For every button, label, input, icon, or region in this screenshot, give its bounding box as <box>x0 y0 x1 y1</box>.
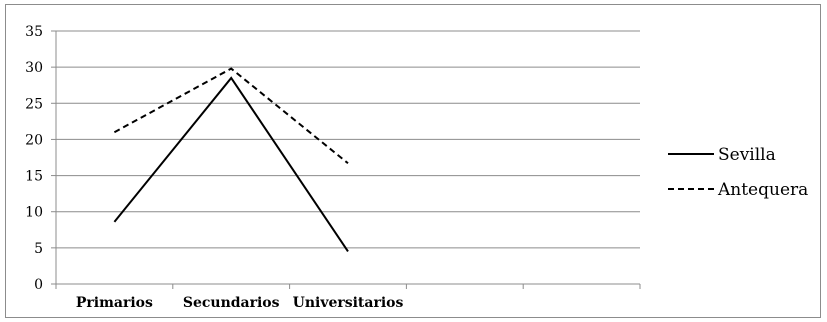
series-line-antequera <box>113 67 349 165</box>
data-series <box>113 67 349 253</box>
y-tick-label-25: 25 <box>25 96 43 112</box>
x-category-label: Primarios <box>76 295 153 311</box>
y-tick-label-35: 35 <box>25 24 43 40</box>
x-category-label: Universitarios <box>293 295 404 311</box>
chart-frame <box>5 4 821 318</box>
series-line-sevilla <box>113 76 349 253</box>
x-axis-categories: Primarios Secundarios Universitarios <box>55 284 641 311</box>
y-tick-label-15: 15 <box>25 169 43 185</box>
y-tick-label-20: 20 <box>25 132 43 148</box>
y-tick-label-5: 5 <box>34 241 43 257</box>
legend-label-antequera: Antequera <box>717 180 808 200</box>
y-tick-label-10: 10 <box>25 205 43 221</box>
y-axis-ticks: 0 5 10 15 20 25 30 35 <box>25 24 56 293</box>
axes <box>55 31 640 285</box>
legend: Sevilla Antequera <box>668 145 808 200</box>
gridlines <box>56 30 640 249</box>
x-category-label: Secundarios <box>183 295 280 311</box>
y-tick-label-0: 0 <box>34 277 43 293</box>
legend-label-sevilla: Sevilla <box>718 145 776 165</box>
y-tick-label-30: 30 <box>25 60 43 76</box>
